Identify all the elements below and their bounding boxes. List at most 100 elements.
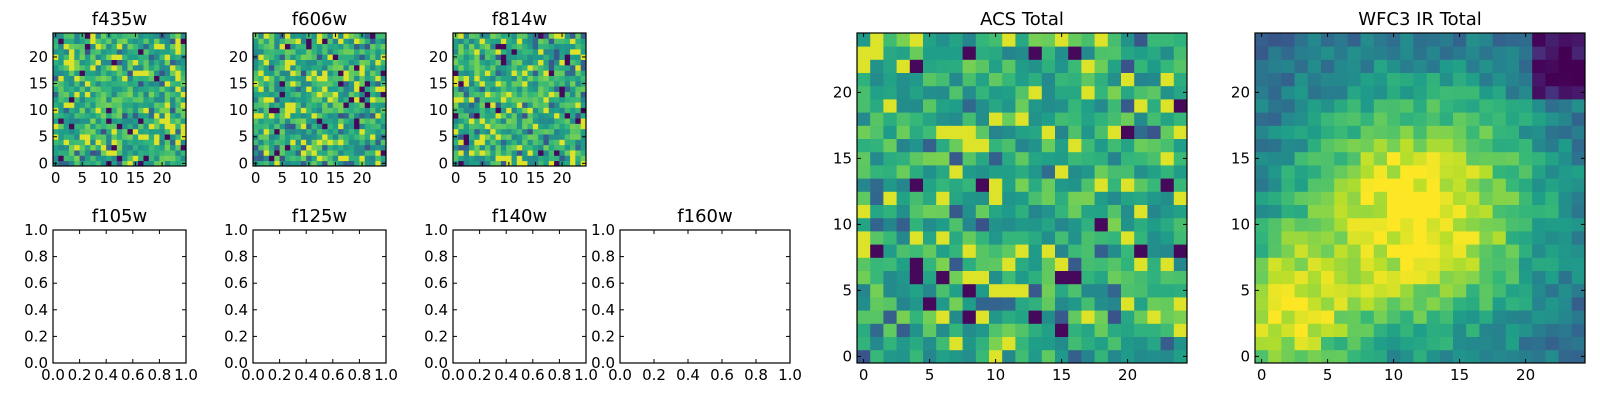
heatmap-cell	[1413, 178, 1427, 192]
heatmap-cell	[1519, 323, 1533, 337]
heatmap-cell	[1121, 257, 1135, 271]
heatmap-cell	[1147, 217, 1161, 232]
heatmap-cell	[258, 48, 265, 55]
heatmap-cell	[962, 191, 977, 205]
heatmap-cell	[1307, 138, 1322, 153]
heatmap-cell	[338, 86, 344, 92]
heatmap-cell	[279, 102, 286, 108]
heatmap-cell	[575, 64, 582, 71]
heatmap-cell	[148, 59, 155, 66]
heatmap-cell	[170, 75, 176, 82]
heatmap-cell	[1347, 283, 1361, 298]
heatmap-cell	[1028, 270, 1043, 285]
heatmap-cell	[516, 33, 523, 39]
heatmap-cell	[1294, 112, 1309, 126]
heatmap-cell	[1307, 231, 1322, 245]
heatmap-cell	[327, 107, 334, 114]
heatmap-cell	[538, 33, 544, 39]
heatmap-cell	[175, 38, 182, 45]
y-tick-label: 0	[38, 154, 48, 172]
heatmap-cell	[479, 43, 486, 50]
heatmap-cell	[253, 112, 259, 119]
heatmap-cell	[1015, 349, 1029, 364]
heatmap-cell	[1294, 244, 1309, 258]
heatmap-cell	[1347, 270, 1361, 285]
heatmap-cell	[274, 33, 280, 39]
heatmap-cell	[322, 107, 328, 114]
heatmap-cell	[1519, 297, 1533, 311]
heatmap-cell	[1321, 151, 1335, 166]
heatmap-cell	[274, 102, 280, 108]
heatmap-cell	[1413, 99, 1427, 113]
heatmap-cell	[90, 144, 96, 151]
heatmap-cell	[164, 43, 171, 50]
heatmap-cell	[327, 112, 334, 119]
heatmap-cell	[306, 96, 312, 103]
heatmap-cell	[68, 33, 75, 39]
heatmap-cell	[154, 70, 160, 76]
heatmap-cell	[532, 144, 539, 151]
heatmap-cell	[1558, 297, 1573, 311]
heatmap-cell	[580, 86, 587, 92]
heatmap-cell	[58, 80, 65, 87]
heatmap-cell	[1121, 112, 1135, 126]
heatmap-cell	[116, 155, 123, 162]
heatmap-cell	[106, 112, 112, 119]
heatmap-cell	[1373, 310, 1388, 324]
heatmap-cell	[559, 43, 566, 50]
heatmap-cell	[148, 155, 155, 162]
heatmap-cell	[1558, 310, 1573, 324]
heatmap-cell	[338, 54, 344, 60]
heatmap-cell	[1041, 204, 1056, 219]
heatmap-cell	[338, 80, 344, 87]
heatmap-cell	[111, 155, 118, 162]
heatmap-cell	[1466, 204, 1480, 219]
heatmap-cell	[484, 155, 491, 162]
heatmap-cell	[484, 75, 491, 82]
heatmap-cell	[338, 102, 344, 108]
heatmap-cell	[527, 128, 534, 135]
heatmap-cell	[1400, 99, 1414, 113]
heatmap-cell	[1373, 99, 1388, 113]
heatmap-cell	[1360, 323, 1375, 337]
heatmap-cell	[375, 144, 382, 151]
heatmap-cell	[143, 123, 150, 130]
heatmap-cell	[1294, 46, 1309, 60]
heatmap-cell	[1387, 283, 1401, 298]
heatmap-cell	[306, 139, 312, 146]
heatmap-cell	[1028, 125, 1043, 139]
heatmap-cell	[570, 112, 576, 119]
heatmap-cell	[883, 72, 897, 87]
heatmap-cell	[1519, 99, 1533, 113]
heatmap-cell	[327, 86, 334, 92]
heatmap-cell	[375, 64, 382, 71]
heatmap-cell	[1571, 33, 1586, 47]
heatmap-cell	[322, 43, 328, 50]
heatmap-cell	[484, 134, 491, 140]
heatmap-cell	[1160, 46, 1175, 60]
heatmap-cell	[253, 144, 259, 151]
heatmap-cell	[1147, 336, 1161, 351]
heatmap-cell	[474, 86, 480, 92]
heatmap-cell	[279, 107, 286, 114]
heatmap-cell	[343, 59, 350, 66]
heatmap-cell	[548, 123, 555, 130]
heatmap-cell	[332, 96, 339, 103]
heatmap-cell	[370, 112, 376, 119]
heatmap-cell	[132, 102, 139, 108]
heatmap-cell	[522, 54, 528, 60]
heatmap-cell	[458, 86, 465, 92]
heatmap-cell	[364, 70, 371, 76]
heatmap-cell	[1519, 138, 1533, 153]
heatmap-cell	[180, 59, 187, 66]
heatmap-cell	[1268, 178, 1282, 192]
heatmap-cell	[263, 102, 270, 108]
heatmap-cell	[175, 112, 182, 119]
heatmap-cell	[375, 139, 382, 146]
heatmap-cell	[279, 112, 286, 119]
heatmap-cell	[1160, 270, 1175, 285]
heatmap-cell	[343, 96, 350, 103]
heatmap-cell	[1492, 46, 1507, 60]
heatmap-cell	[84, 64, 91, 71]
heatmap-cell	[575, 86, 582, 92]
